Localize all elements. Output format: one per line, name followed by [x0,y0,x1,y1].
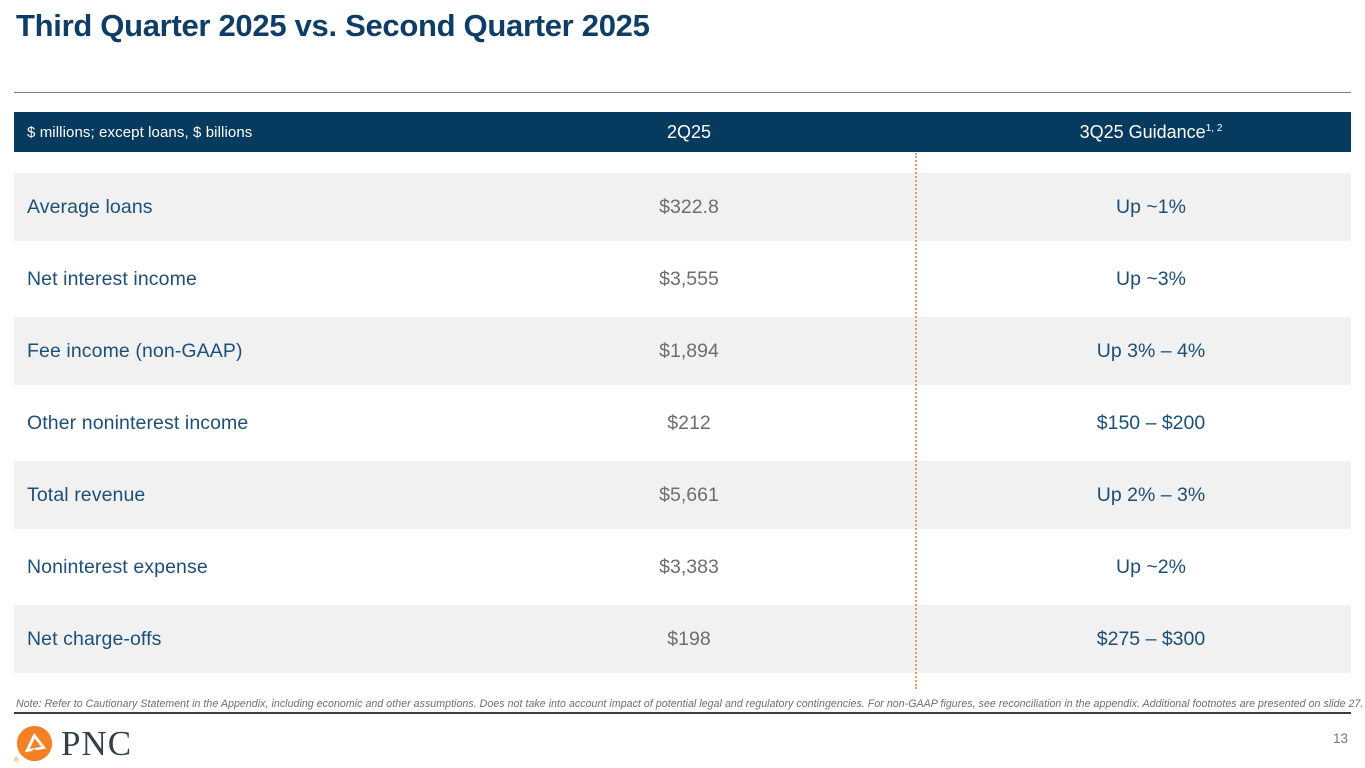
page-number: 13 [1332,731,1348,746]
footnote-text: Note: Refer to Cautionary Statement in t… [16,698,1364,710]
table-row: Net charge-offs $198 $275 – $300 [14,605,1351,673]
row-label: Fee income (non-GAAP) [27,339,243,362]
row-2q25-value: $212 [667,411,711,434]
row-2q25-value: $322.8 [659,195,719,218]
row-label: Average loans [27,195,153,218]
row-guidance-value: Up 2% – 3% [1096,483,1206,506]
row-label: Noninterest expense [27,555,208,578]
table-row: Fee income (non-GAAP) $1,894 Up 3% – 4% [14,317,1351,385]
column-header-guidance-label: 3Q25 Guidance [1079,121,1206,142]
row-guidance-value: $150 – $200 [1096,411,1206,434]
row-2q25-value: $198 [667,627,711,650]
pnc-triangle-icon [16,725,53,762]
table-unit-label: $ millions; except loans, $ billions [27,123,253,141]
table-row: Noninterest expense $3,383 Up ~2% [14,533,1351,601]
row-2q25-value: $5,661 [659,483,719,506]
page-title: Third Quarter 2025 vs. Second Quarter 20… [16,8,650,43]
guidance-column-dotted-divider [915,153,917,689]
title-divider [14,92,1351,93]
row-guidance-value: Up ~1% [1116,195,1186,218]
row-label: Net charge-offs [27,627,162,650]
row-guidance-value: Up ~3% [1116,267,1186,290]
guidance-footnote-superscript: 1, 2 [1205,122,1223,134]
row-2q25-value: $3,383 [659,555,719,578]
row-label: Other noninterest income [27,411,249,434]
column-header-guidance: 3Q25 Guidance1, 2 [951,122,1351,143]
footer-divider [14,712,1351,714]
table-row: Average loans $322.8 Up ~1% [14,173,1351,241]
pnc-logo-icon [16,725,53,762]
table-row: Other noninterest income $212 $150 – $20… [14,389,1351,457]
guidance-table: $ millions; except loans, $ billions 2Q2… [14,112,1351,677]
row-guidance-value: $275 – $300 [1096,627,1206,650]
pnc-wordmark: PNC [61,724,133,763]
row-2q25-value: $1,894 [659,339,719,362]
pnc-logo: PNC [16,725,132,762]
table-row: Total revenue $5,661 Up 2% – 3% [14,461,1351,529]
row-guidance-value: Up ~2% [1116,555,1186,578]
table-header-row: $ millions; except loans, $ billions 2Q2… [14,112,1351,152]
row-2q25-value: $3,555 [659,267,719,290]
registered-trademark-symbol: ® [14,758,19,764]
row-label: Total revenue [27,483,146,506]
table-body: Average loans $322.8 Up ~1% Net interest… [14,173,1351,673]
column-header-2q25: 2Q25 [666,121,712,142]
row-guidance-value: Up 3% – 4% [1096,339,1206,362]
table-row: Net interest income $3,555 Up ~3% [14,245,1351,313]
row-label: Net interest income [27,267,197,290]
